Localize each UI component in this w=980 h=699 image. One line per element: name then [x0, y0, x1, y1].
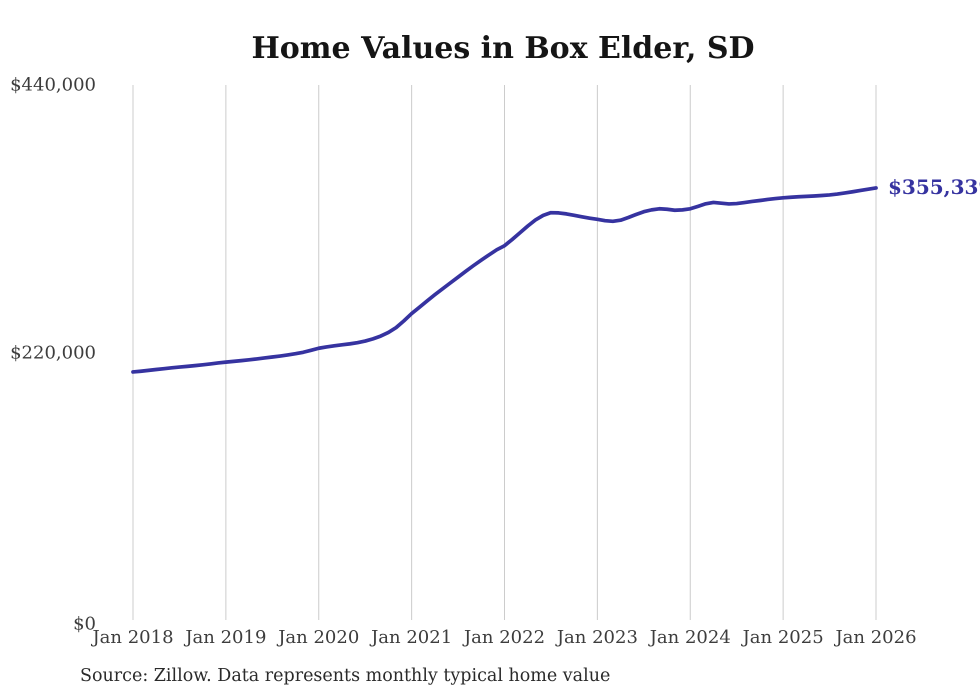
x-tick-label: Jan 2024	[648, 627, 731, 648]
y-tick-label-220000: $220,000	[10, 343, 96, 364]
home-value-series-line	[131, 186, 878, 374]
x-tick-label: Jan 2023	[555, 627, 638, 648]
x-tick-label: Jan 2019	[183, 627, 266, 648]
gridlines	[132, 85, 877, 620]
x-tick-label: Jan 2021	[369, 627, 452, 648]
chart-title: Home Values in Box Elder, SD	[251, 31, 754, 66]
end-value-label: $355,339	[888, 175, 980, 199]
x-axis-labels: Jan 2018 Jan 2019 Jan 2020 Jan 2021 Jan 2022…	[90, 627, 916, 648]
y-tick-label-440000: $440,000	[10, 75, 96, 96]
y-tick-label-0: $0	[73, 614, 96, 635]
x-tick-label: Jan 2020	[276, 627, 359, 648]
source-note: Source: Zillow. Data represents monthly …	[80, 666, 610, 686]
y-axis-labels: $440,000 $220,000 $0	[10, 75, 96, 635]
x-tick-label: Jan 2022	[462, 627, 545, 648]
x-tick-label: Jan 2026	[833, 627, 916, 648]
x-tick-label: Jan 2018	[90, 627, 173, 648]
x-tick-label: Jan 2025	[741, 627, 824, 648]
